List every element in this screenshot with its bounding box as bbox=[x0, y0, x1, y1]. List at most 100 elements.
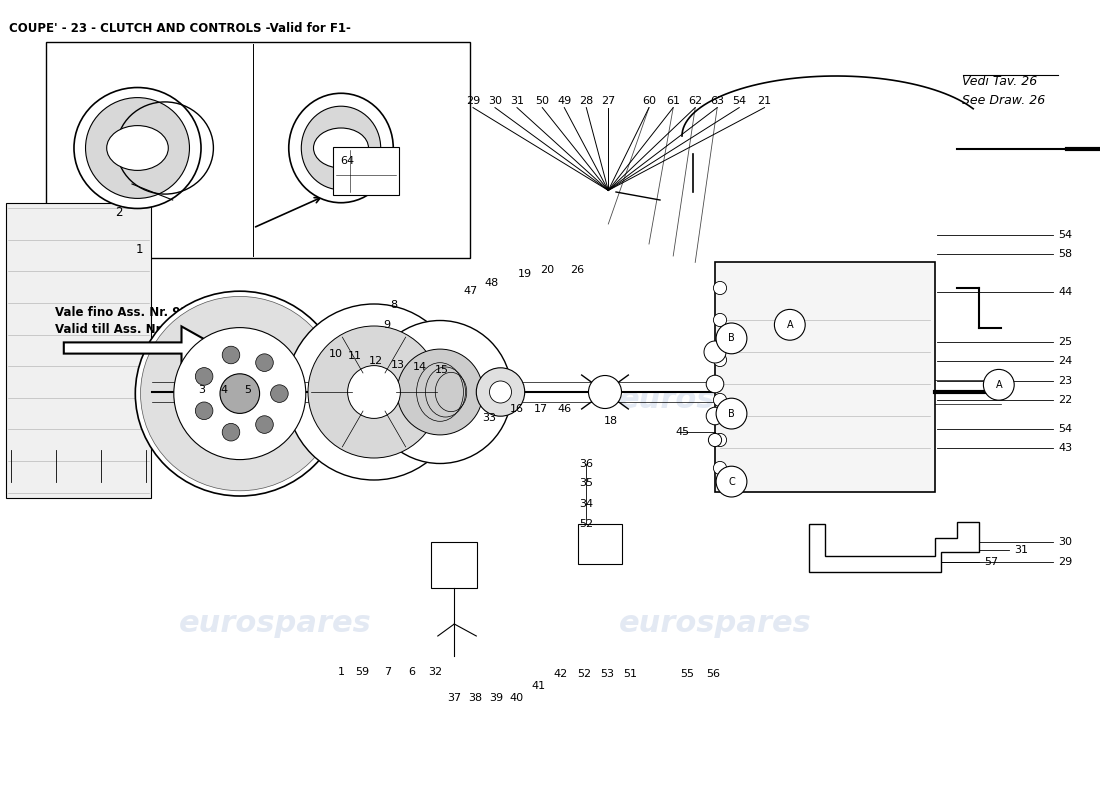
Text: eurospares: eurospares bbox=[178, 386, 372, 414]
Circle shape bbox=[708, 434, 722, 446]
Circle shape bbox=[196, 368, 213, 386]
Text: 46: 46 bbox=[558, 404, 571, 414]
Text: Vale fino Ass. Nr. 9253
Valid till Ass. Nr. 9253: Vale fino Ass. Nr. 9253 Valid till Ass. … bbox=[55, 306, 205, 336]
Circle shape bbox=[716, 466, 747, 497]
Text: 60: 60 bbox=[642, 96, 656, 106]
Bar bbox=[46, 42, 470, 258]
Circle shape bbox=[716, 323, 747, 354]
Text: 11: 11 bbox=[349, 351, 362, 361]
Text: 36: 36 bbox=[580, 459, 593, 469]
Text: 1: 1 bbox=[136, 243, 143, 256]
Circle shape bbox=[255, 354, 273, 371]
Bar bbox=[715, 262, 935, 492]
Circle shape bbox=[714, 314, 727, 326]
Circle shape bbox=[983, 370, 1014, 400]
Text: eurospares: eurospares bbox=[618, 610, 812, 638]
Text: B: B bbox=[728, 409, 735, 418]
Text: 31: 31 bbox=[510, 96, 524, 106]
Circle shape bbox=[704, 341, 726, 363]
Text: 17: 17 bbox=[535, 404, 548, 414]
Ellipse shape bbox=[397, 349, 483, 435]
Text: 12: 12 bbox=[370, 356, 383, 366]
Text: 7: 7 bbox=[384, 667, 390, 677]
Text: 58: 58 bbox=[1058, 250, 1072, 259]
Circle shape bbox=[476, 368, 525, 416]
Text: Vedi Tav. 26: Vedi Tav. 26 bbox=[962, 75, 1037, 88]
Circle shape bbox=[255, 416, 273, 434]
Text: 31: 31 bbox=[1014, 546, 1028, 555]
Bar bbox=[578, 524, 621, 564]
Text: 63: 63 bbox=[711, 96, 724, 106]
Text: 21: 21 bbox=[758, 96, 771, 106]
Text: 48: 48 bbox=[485, 278, 498, 288]
Text: 5: 5 bbox=[244, 385, 251, 394]
Text: C: C bbox=[728, 477, 735, 486]
Text: 24: 24 bbox=[1058, 356, 1072, 366]
Text: 19: 19 bbox=[518, 269, 531, 278]
Polygon shape bbox=[64, 326, 220, 370]
Text: 30: 30 bbox=[1058, 537, 1072, 546]
Text: 28: 28 bbox=[580, 96, 593, 106]
Text: 16: 16 bbox=[510, 404, 524, 414]
Text: A: A bbox=[786, 320, 793, 330]
Text: 37: 37 bbox=[448, 693, 461, 702]
Text: 35: 35 bbox=[580, 478, 593, 488]
Text: 1: 1 bbox=[338, 667, 344, 677]
Ellipse shape bbox=[308, 326, 440, 458]
Bar bbox=[431, 542, 477, 588]
Circle shape bbox=[714, 282, 727, 294]
Ellipse shape bbox=[348, 366, 400, 418]
Text: 56: 56 bbox=[706, 669, 719, 678]
Circle shape bbox=[271, 385, 288, 402]
Text: 38: 38 bbox=[469, 693, 482, 702]
Text: 2: 2 bbox=[116, 206, 122, 219]
Text: 55: 55 bbox=[681, 669, 694, 678]
Text: A: A bbox=[996, 380, 1002, 390]
Text: 39: 39 bbox=[490, 693, 503, 702]
Text: eurospares: eurospares bbox=[618, 386, 812, 414]
Bar bbox=[6, 203, 151, 498]
Text: 33: 33 bbox=[483, 413, 496, 422]
Circle shape bbox=[714, 354, 727, 366]
Text: 54: 54 bbox=[733, 96, 746, 106]
Text: 10: 10 bbox=[329, 349, 342, 358]
Circle shape bbox=[222, 423, 240, 441]
Circle shape bbox=[716, 398, 747, 429]
Text: 23: 23 bbox=[1058, 376, 1072, 386]
Text: 26: 26 bbox=[571, 265, 584, 274]
Circle shape bbox=[714, 394, 727, 406]
Text: eurospares: eurospares bbox=[178, 610, 372, 638]
Text: 4: 4 bbox=[221, 385, 228, 394]
Text: 42: 42 bbox=[554, 669, 568, 678]
Text: 54: 54 bbox=[1058, 230, 1072, 240]
Text: 40: 40 bbox=[510, 693, 524, 702]
Ellipse shape bbox=[107, 126, 168, 170]
Ellipse shape bbox=[135, 291, 344, 496]
Text: 59: 59 bbox=[355, 667, 368, 677]
Text: 9: 9 bbox=[384, 320, 390, 330]
Text: 43: 43 bbox=[1058, 443, 1072, 453]
Ellipse shape bbox=[74, 87, 201, 209]
Ellipse shape bbox=[86, 98, 189, 198]
Text: 52: 52 bbox=[578, 669, 591, 678]
Ellipse shape bbox=[288, 94, 394, 202]
Text: 62: 62 bbox=[689, 96, 702, 106]
Text: 53: 53 bbox=[601, 669, 614, 678]
Text: 8: 8 bbox=[390, 300, 397, 310]
Text: 32: 32 bbox=[429, 667, 442, 677]
Bar bbox=[333, 147, 399, 195]
Text: 25: 25 bbox=[1058, 337, 1072, 346]
Text: 13: 13 bbox=[392, 360, 405, 370]
Text: 29: 29 bbox=[466, 96, 480, 106]
Text: 27: 27 bbox=[602, 96, 615, 106]
Text: 18: 18 bbox=[604, 416, 617, 426]
Polygon shape bbox=[808, 522, 979, 572]
Text: 34: 34 bbox=[580, 499, 593, 509]
Text: See Draw. 26: See Draw. 26 bbox=[962, 94, 1046, 106]
Ellipse shape bbox=[286, 304, 462, 480]
Ellipse shape bbox=[301, 106, 381, 190]
Text: 22: 22 bbox=[1058, 395, 1072, 405]
Circle shape bbox=[706, 407, 724, 425]
Text: 51: 51 bbox=[624, 669, 637, 678]
Text: 3: 3 bbox=[198, 385, 205, 394]
